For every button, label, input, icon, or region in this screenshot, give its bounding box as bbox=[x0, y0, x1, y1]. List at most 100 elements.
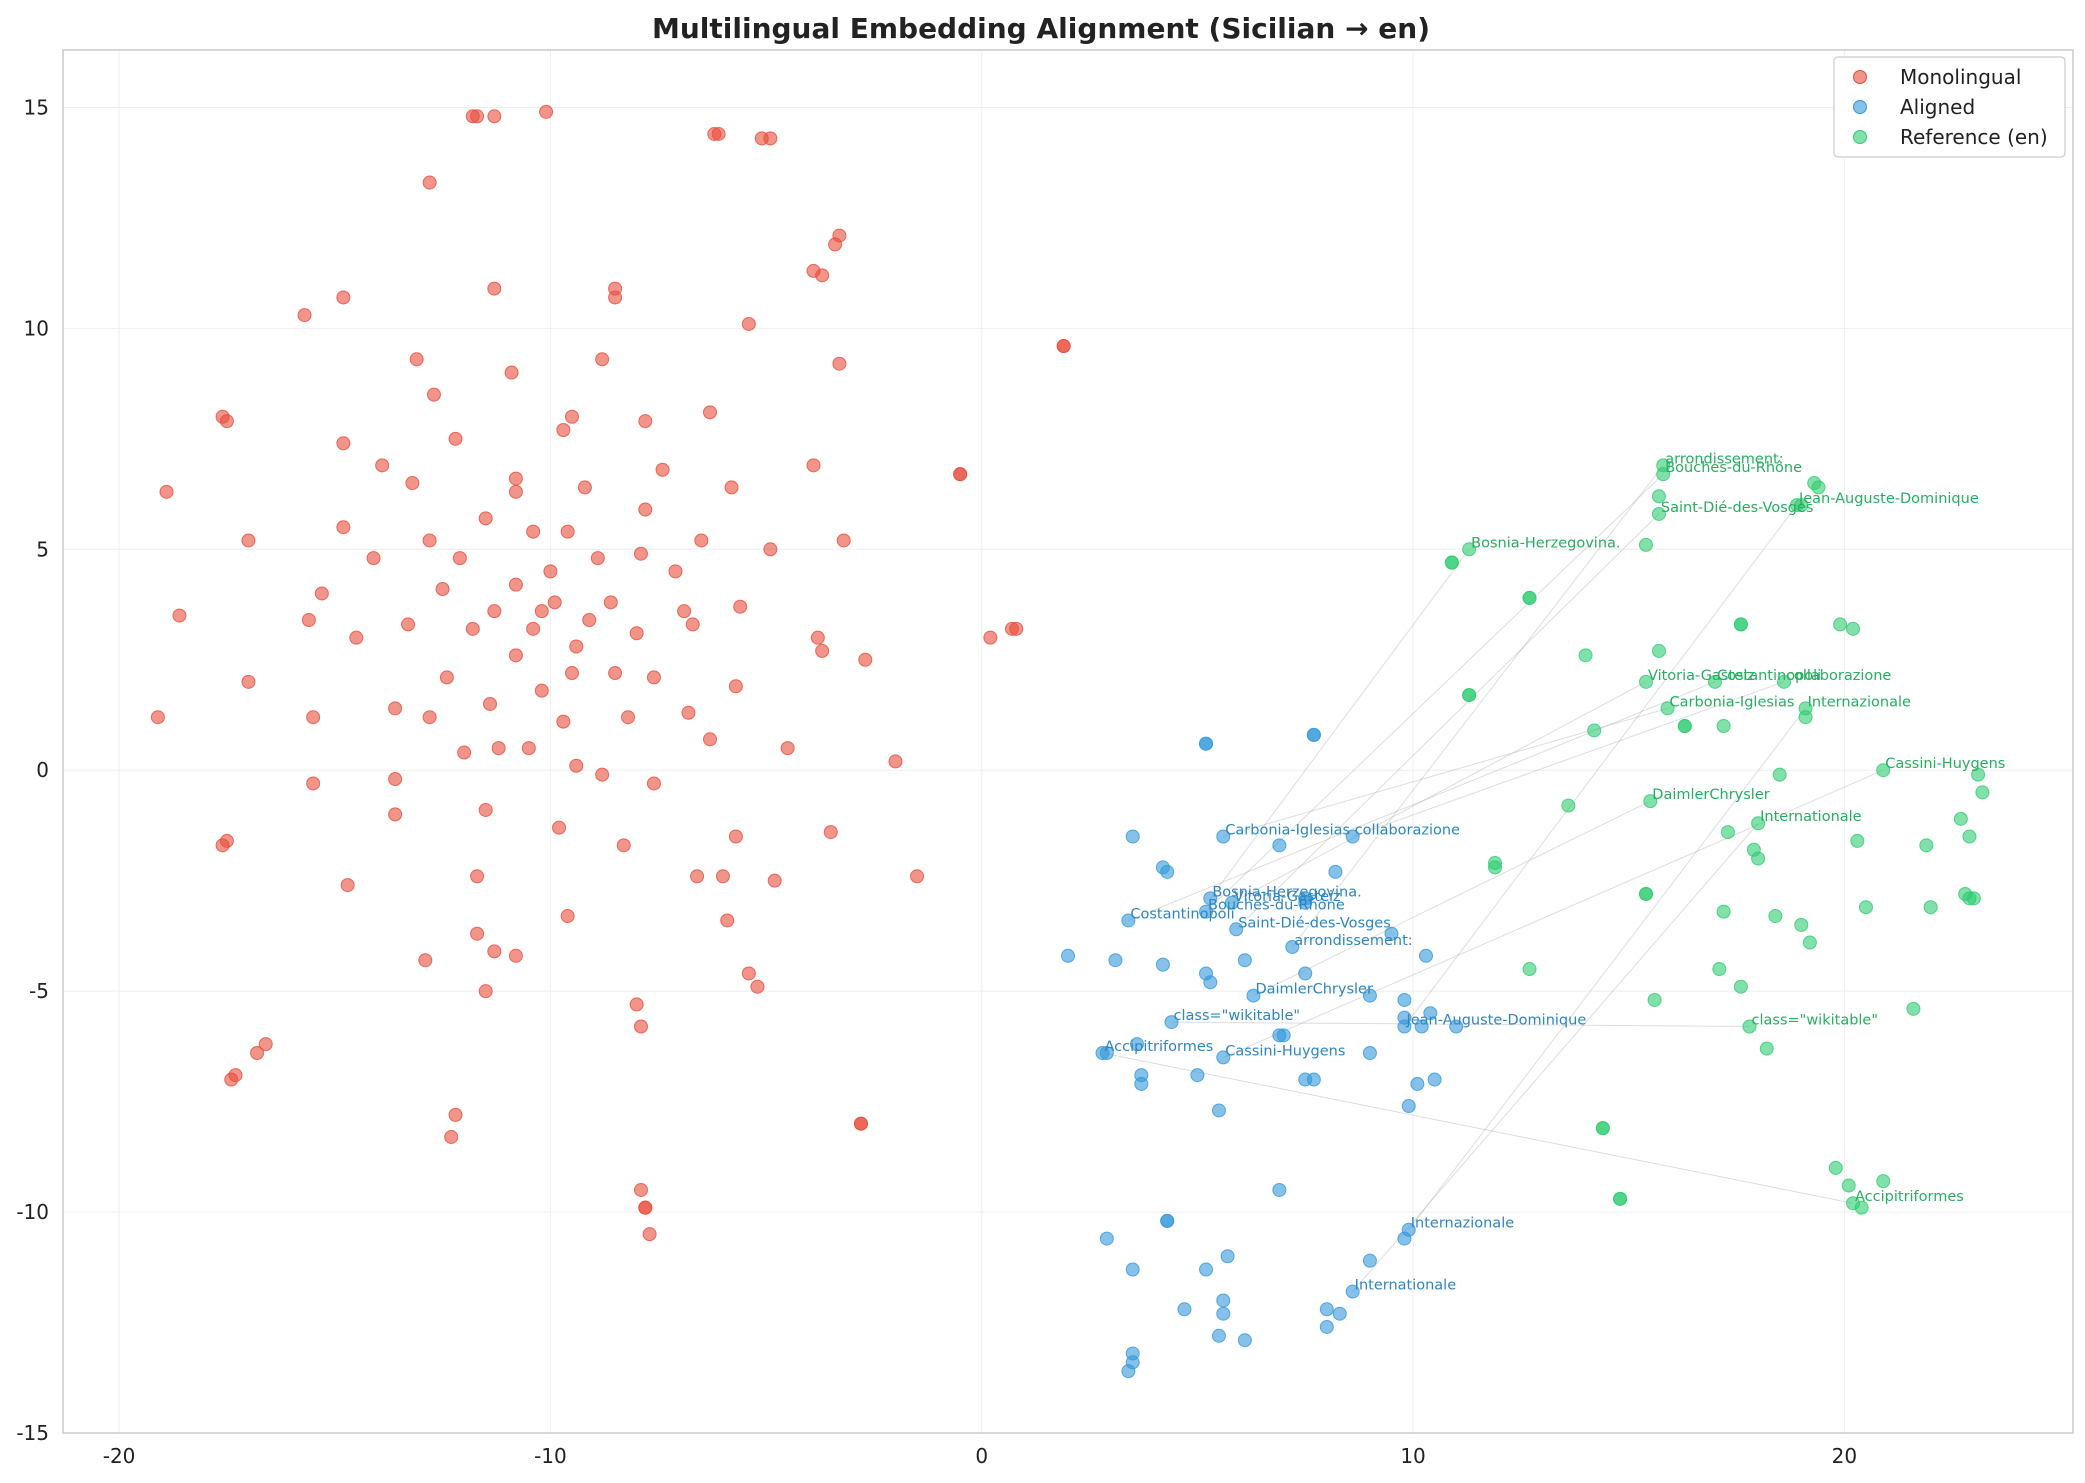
monolingual-point bbox=[487, 109, 502, 124]
reference-point bbox=[1716, 904, 1731, 919]
reference-point bbox=[1923, 900, 1938, 915]
monolingual-point bbox=[375, 458, 390, 473]
monolingual-point bbox=[633, 1019, 648, 1034]
monolingual-point bbox=[521, 741, 536, 756]
reference-point-label: Carbonia-Iglesias bbox=[1670, 694, 1795, 710]
monolingual-point bbox=[465, 621, 480, 636]
aligned-point bbox=[1199, 1262, 1214, 1277]
aligned-point bbox=[1211, 1103, 1226, 1118]
reference-point-label: Vitoria-Gasteiz bbox=[1648, 668, 1755, 684]
monolingual-point bbox=[409, 352, 424, 367]
x-tick-label: 20 bbox=[1832, 1444, 1857, 1468]
aligned-point bbox=[1298, 895, 1313, 910]
alignment-line bbox=[1404, 504, 1798, 1027]
reference-point bbox=[1522, 590, 1537, 605]
monolingual-point bbox=[491, 741, 506, 756]
aligned-point bbox=[1397, 1231, 1412, 1246]
reference-point bbox=[1751, 851, 1766, 866]
y-tick-label: 15 bbox=[24, 95, 49, 119]
monolingual-point bbox=[388, 807, 403, 822]
monolingual-point bbox=[750, 979, 765, 994]
reference-point-label: DaimlerChrysler bbox=[1652, 787, 1769, 803]
y-tick-label: -15 bbox=[16, 1421, 49, 1445]
aligned-point bbox=[1427, 1072, 1442, 1087]
reference-point bbox=[1462, 542, 1477, 557]
monolingual-point bbox=[224, 1072, 239, 1087]
aligned-point bbox=[1306, 1072, 1321, 1087]
monolingual-point bbox=[616, 838, 631, 853]
monolingual-point bbox=[1056, 339, 1071, 354]
aligned-point bbox=[1203, 975, 1218, 990]
x-tick-label: -10 bbox=[534, 1444, 567, 1468]
aligned-point bbox=[1099, 1231, 1114, 1246]
monolingual-point bbox=[595, 352, 610, 367]
monolingual-point bbox=[388, 772, 403, 787]
monolingual-point bbox=[405, 476, 420, 491]
monolingual-point bbox=[556, 714, 571, 729]
monolingual-point bbox=[422, 710, 437, 725]
monolingual-point bbox=[422, 175, 437, 190]
aligned-point-label: Carbonia-Iglesias bbox=[1225, 822, 1350, 838]
monolingual-point bbox=[534, 604, 549, 619]
monolingual-point bbox=[629, 997, 644, 1012]
monolingual-point bbox=[608, 666, 623, 681]
monolingual-point bbox=[215, 838, 230, 853]
monolingual-point bbox=[806, 458, 821, 473]
legend-marker-monolingual bbox=[1853, 70, 1867, 84]
alignment-line bbox=[1408, 708, 1806, 1231]
aligned-point bbox=[1332, 1306, 1347, 1321]
monolingual-point bbox=[478, 511, 493, 526]
legend-label-reference: Reference (en) bbox=[1900, 125, 2048, 149]
monolingual-point bbox=[638, 502, 653, 517]
monolingual-point bbox=[508, 648, 523, 663]
aligned-point bbox=[1203, 891, 1218, 906]
alignment-line bbox=[1235, 513, 1660, 930]
monolingual-point bbox=[552, 820, 567, 835]
alignment-line bbox=[1223, 769, 1884, 1058]
monolingual-point bbox=[539, 104, 554, 119]
monolingual-point bbox=[590, 551, 605, 566]
aligned-point bbox=[1419, 948, 1434, 963]
monolingual-point bbox=[543, 564, 558, 579]
legend: Monolingual Aligned Reference (en) bbox=[1833, 56, 2066, 158]
reference-point-label: Internazionale bbox=[1808, 694, 1911, 710]
aligned-point bbox=[1099, 1046, 1114, 1061]
reference-point bbox=[1643, 794, 1658, 809]
monolingual-point bbox=[642, 1227, 657, 1242]
monolingual-point bbox=[646, 776, 661, 791]
reference-point-label: Bouches-du-Rhône bbox=[1665, 460, 1802, 476]
aligned-point bbox=[1125, 829, 1140, 844]
monolingual-point bbox=[448, 431, 463, 446]
monolingual-point bbox=[336, 436, 351, 451]
reference-point bbox=[1759, 1041, 1774, 1056]
aligned-point bbox=[1401, 1099, 1416, 1114]
reference-point-label: Accipitriformes bbox=[1855, 1189, 1964, 1205]
aligned-point bbox=[1306, 727, 1321, 742]
reference-point bbox=[1768, 909, 1783, 924]
x-axis-ticks: -20 -10 0 10 20 bbox=[103, 1444, 1857, 1468]
monolingual-point bbox=[694, 533, 709, 548]
reference-point bbox=[1613, 1191, 1628, 1206]
monolingual-point bbox=[569, 639, 584, 654]
legend-marker-aligned bbox=[1853, 100, 1867, 114]
monolingual-point bbox=[258, 1037, 273, 1052]
aligned-point bbox=[1108, 953, 1123, 968]
reference-point bbox=[1906, 1001, 1921, 1016]
monolingual-point bbox=[763, 131, 778, 146]
reference-point bbox=[1841, 1178, 1856, 1193]
plot-area: Carbonia-Iglesias collaborazione Bosnia-He… bbox=[16, 49, 2074, 1468]
aligned-point bbox=[1211, 1328, 1226, 1343]
monolingual-point bbox=[366, 551, 381, 566]
monolingual-point bbox=[172, 608, 187, 623]
aligned-point-label: Bosnia-Herzegovina. bbox=[1212, 884, 1361, 900]
reference-point bbox=[1777, 674, 1792, 689]
reference-point bbox=[1651, 506, 1666, 521]
aligned-point-label: arrondissement: bbox=[1294, 933, 1412, 949]
plot-frame bbox=[62, 49, 2074, 1434]
aligned-point bbox=[1362, 1253, 1377, 1268]
aligned-point bbox=[1121, 913, 1136, 928]
reference-point bbox=[1971, 767, 1986, 782]
monolingual-point bbox=[504, 365, 519, 380]
aligned-point bbox=[1272, 838, 1287, 853]
aligned-point bbox=[1246, 988, 1261, 1003]
